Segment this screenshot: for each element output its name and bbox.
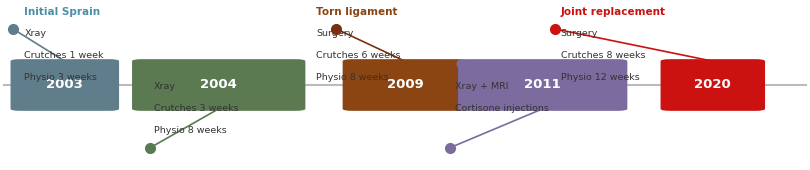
Text: 2011: 2011 [524,79,561,91]
Text: Crutches 3 weeks: Crutches 3 weeks [154,104,238,113]
Text: Osteoarthritis: Osteoarthritis [455,59,538,70]
FancyBboxPatch shape [458,59,627,111]
Text: Second severe sprain: Second severe sprain [154,59,280,70]
Text: Physio 8 weeks: Physio 8 weeks [316,73,389,82]
Text: Xray + MRI: Xray + MRI [455,82,509,91]
FancyBboxPatch shape [132,59,305,111]
Text: Physio 8 weeks: Physio 8 weeks [154,126,227,135]
FancyBboxPatch shape [343,59,467,111]
FancyBboxPatch shape [11,59,119,111]
Text: Crutches 1 week: Crutches 1 week [24,51,104,60]
Text: Surgery: Surgery [316,29,353,38]
Text: Initial Sprain: Initial Sprain [24,7,100,17]
Text: 2009: 2009 [386,79,424,91]
Text: Physio 3 weeks: Physio 3 weeks [24,73,97,82]
Text: Xray: Xray [24,29,46,38]
Text: Joint replacement: Joint replacement [561,7,666,17]
Text: 2004: 2004 [200,79,237,91]
Text: Crutches 6 weeks: Crutches 6 weeks [316,51,400,60]
Text: Xray: Xray [154,82,176,91]
FancyBboxPatch shape [660,59,765,111]
Text: Surgery: Surgery [561,29,598,38]
Text: 2003: 2003 [46,79,83,91]
Text: Physio 12 weeks: Physio 12 weeks [561,73,639,82]
Text: Torn ligament: Torn ligament [316,7,398,17]
Text: Crutches 8 weeks: Crutches 8 weeks [561,51,645,60]
Text: 2020: 2020 [694,79,731,91]
Text: Cortisone injections: Cortisone injections [455,104,549,113]
